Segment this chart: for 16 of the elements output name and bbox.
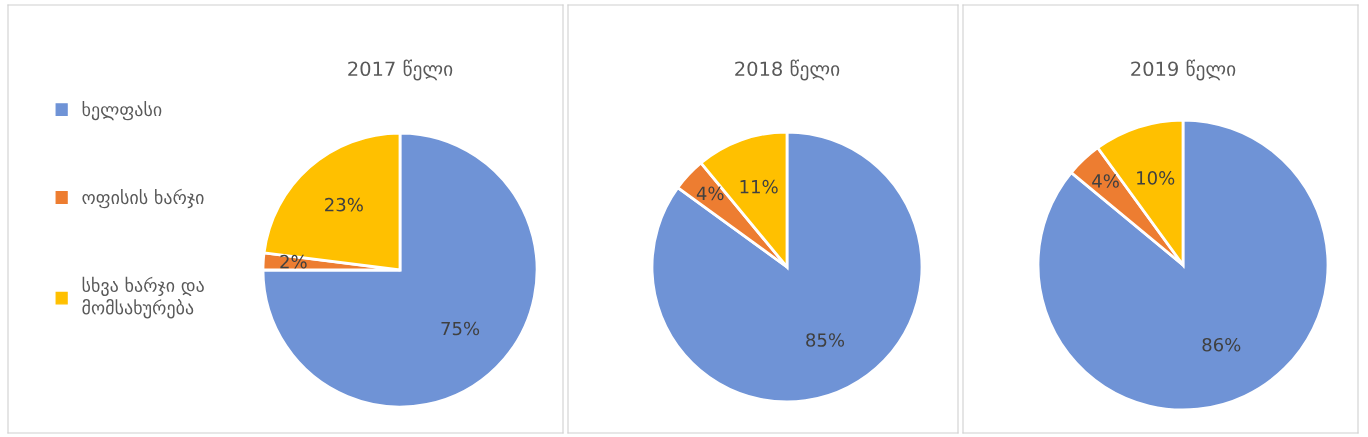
data-label: 10% bbox=[1137, 171, 1175, 185]
data-label: 75% bbox=[441, 321, 480, 336]
chart-title: 2017 წელი bbox=[348, 59, 453, 81]
chart-title: 2019 წელი bbox=[1131, 59, 1236, 81]
data-label: 23% bbox=[325, 197, 363, 212]
chart-title: 2018 წელი bbox=[735, 59, 840, 81]
data-label: 4% bbox=[1092, 174, 1119, 188]
legend-label: სხვა ხარჯი და მომსახურება bbox=[82, 276, 204, 319]
data-label: 11% bbox=[740, 179, 778, 194]
data-label: 4% bbox=[696, 186, 724, 201]
data-label: 85% bbox=[806, 333, 845, 347]
pie-slice bbox=[261, 131, 539, 409]
data-label: 86% bbox=[1202, 337, 1241, 352]
data-label: 2% bbox=[280, 254, 307, 269]
legend-label: ოფისის ხარჯი bbox=[82, 188, 204, 209]
legend-label: ხელფასი bbox=[82, 101, 162, 121]
